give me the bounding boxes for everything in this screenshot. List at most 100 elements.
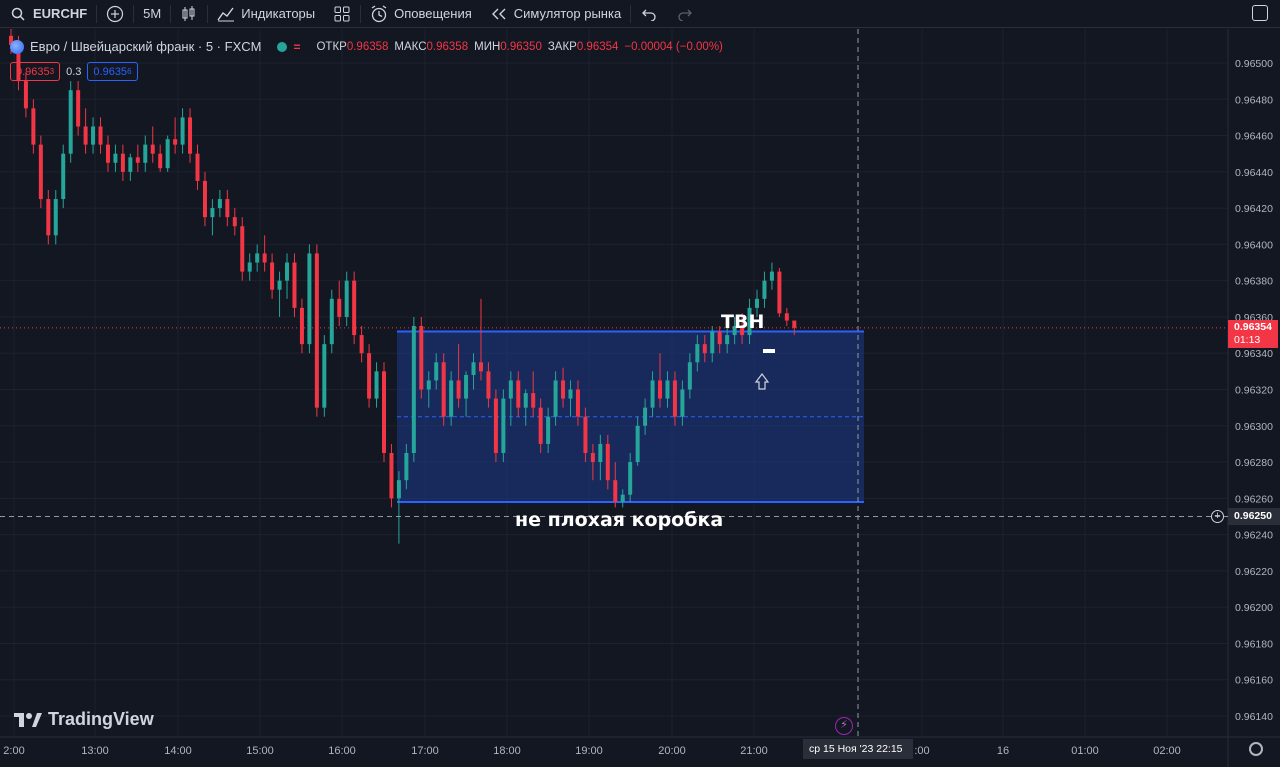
undo-button[interactable] <box>631 0 667 28</box>
candle-body <box>53 199 58 236</box>
chart-pane[interactable]: 0.96500 0.96480 0.96460 0.96440 0.96420 0.964… <box>0 29 1280 767</box>
redo-icon <box>676 5 694 23</box>
legend-title[interactable]: Евро / Швейцарский франк · 5 · FXCM <box>30 39 262 54</box>
candle-body <box>23 81 28 109</box>
candle-body <box>411 326 416 453</box>
candle-body <box>464 374 469 399</box>
data-status-icon: = <box>293 39 301 54</box>
time-axis-label: 17:00 <box>411 745 439 757</box>
chart-canvas[interactable]: 0.96500 0.96480 0.96460 0.96440 0.96420 0.964… <box>0 29 1280 767</box>
price-axis-label: 0.96420 <box>1235 203 1273 215</box>
annotation-box-label[interactable]: не плохая коробка <box>515 509 724 531</box>
candle-body <box>382 371 386 453</box>
candle-body <box>292 262 297 308</box>
candle-body <box>299 307 304 345</box>
gear-icon[interactable] <box>1249 742 1263 756</box>
high-label: МАКС <box>394 40 427 53</box>
sell-price-small: 3 <box>49 67 55 76</box>
templates-button[interactable] <box>324 0 360 28</box>
candle-body <box>747 307 752 336</box>
candle-body <box>143 144 148 163</box>
candle-body <box>404 452 409 481</box>
candle-body <box>195 153 200 181</box>
time-axis-label: 21:00 <box>740 745 768 757</box>
bar-countdown: 01:13 <box>1234 334 1261 346</box>
candle-body <box>91 126 96 145</box>
candle-body <box>717 331 722 345</box>
lightning-icon[interactable]: ⚡ <box>835 717 853 735</box>
price-axis-label: 0.96280 <box>1235 457 1273 469</box>
low-value: 0.96350 <box>500 40 542 53</box>
open-value: 0.96358 <box>346 40 389 53</box>
candle-body <box>307 253 312 345</box>
price-axis-label: 0.96500 <box>1235 58 1273 70</box>
candle-body <box>180 117 185 145</box>
candle-body <box>665 380 670 399</box>
price-axis-label: 0.96300 <box>1235 421 1273 433</box>
candle-body <box>613 480 618 502</box>
candle-body <box>31 108 36 145</box>
candle-body <box>314 253 319 408</box>
tradingview-logo[interactable]: TradingView <box>14 709 154 730</box>
chart-legend: Евро / Швейцарский франк · 5 · FXCM = ОТ… <box>10 39 723 54</box>
ohlc-values: ОТКР0.96358 МАКС0.96358 МИН0.96350 ЗАКР0… <box>316 41 722 53</box>
candle-body <box>76 90 81 127</box>
candle-body <box>344 280 349 317</box>
candle-body <box>337 298 342 317</box>
candle-body <box>598 443 603 463</box>
time-axis-label: 18:00 <box>493 745 521 757</box>
layout-icon[interactable] <box>1252 5 1268 21</box>
replay-button[interactable]: Симулятор рынка <box>481 0 630 28</box>
alerts-label: Оповещения <box>394 6 472 21</box>
annotation-tvn[interactable]: ТВН <box>721 311 765 333</box>
last-price-value: 0.96354 <box>1234 321 1272 333</box>
symbol-search[interactable]: EURCHF <box>0 0 96 28</box>
candle-body <box>486 371 491 399</box>
time-axis-label: 14:00 <box>164 745 192 757</box>
add-alert-plus-icon[interactable]: + <box>1211 510 1224 523</box>
candle-body <box>322 344 327 408</box>
candle-body <box>165 139 170 169</box>
candle-body <box>38 144 43 200</box>
indicators-label: Индикаторы <box>241 6 316 21</box>
candle-body <box>83 126 88 145</box>
candle-body <box>105 144 110 163</box>
price-axis-label: 0.96440 <box>1235 167 1273 179</box>
replay-label: Симулятор рынка <box>513 6 622 21</box>
compare-button[interactable] <box>97 0 133 28</box>
candle-body <box>210 208 215 218</box>
interval-button[interactable]: 5M <box>143 6 162 21</box>
price-axis-label: 0.96200 <box>1235 602 1273 614</box>
price-axis-label: 0.96220 <box>1235 566 1273 578</box>
low-label: МИН <box>474 40 501 53</box>
buy-price-small: 6 <box>127 67 132 76</box>
candle-body <box>217 199 222 209</box>
candle-body <box>389 452 394 499</box>
candle-body <box>434 362 439 381</box>
crosshair-price-label: 0.96250 <box>1228 508 1280 525</box>
candle-body <box>396 480 401 499</box>
candle-body <box>501 398 506 453</box>
candle-body <box>173 139 178 145</box>
redo-button[interactable] <box>667 0 703 28</box>
price-axis-label: 0.96480 <box>1235 94 1273 106</box>
candle-body <box>367 353 372 399</box>
indicators-button[interactable]: Индикаторы <box>208 0 324 28</box>
candle-body <box>113 153 118 163</box>
time-axis-label: 2:00 <box>3 745 24 757</box>
candle-body <box>628 462 633 495</box>
alerts-button[interactable]: Оповещения <box>361 0 481 28</box>
candle-body <box>188 117 193 154</box>
last-price-label: 0.96354 01:13 <box>1228 320 1278 348</box>
time-axis-label: 16 <box>997 745 1009 757</box>
sell-button[interactable]: 0.9635 3 <box>10 62 61 81</box>
crosshair-time-label: ср 15 Ноя '23 22:15 <box>803 739 913 759</box>
buy-button[interactable]: 0.9635 6 <box>87 62 138 81</box>
candle-body <box>232 217 237 227</box>
chart-type-button[interactable] <box>171 0 207 28</box>
candle-body <box>285 262 290 281</box>
candle-body <box>225 199 230 218</box>
indicators-icon <box>217 5 235 23</box>
time-axis-label: :00 <box>914 745 929 757</box>
candle-body <box>270 262 275 290</box>
